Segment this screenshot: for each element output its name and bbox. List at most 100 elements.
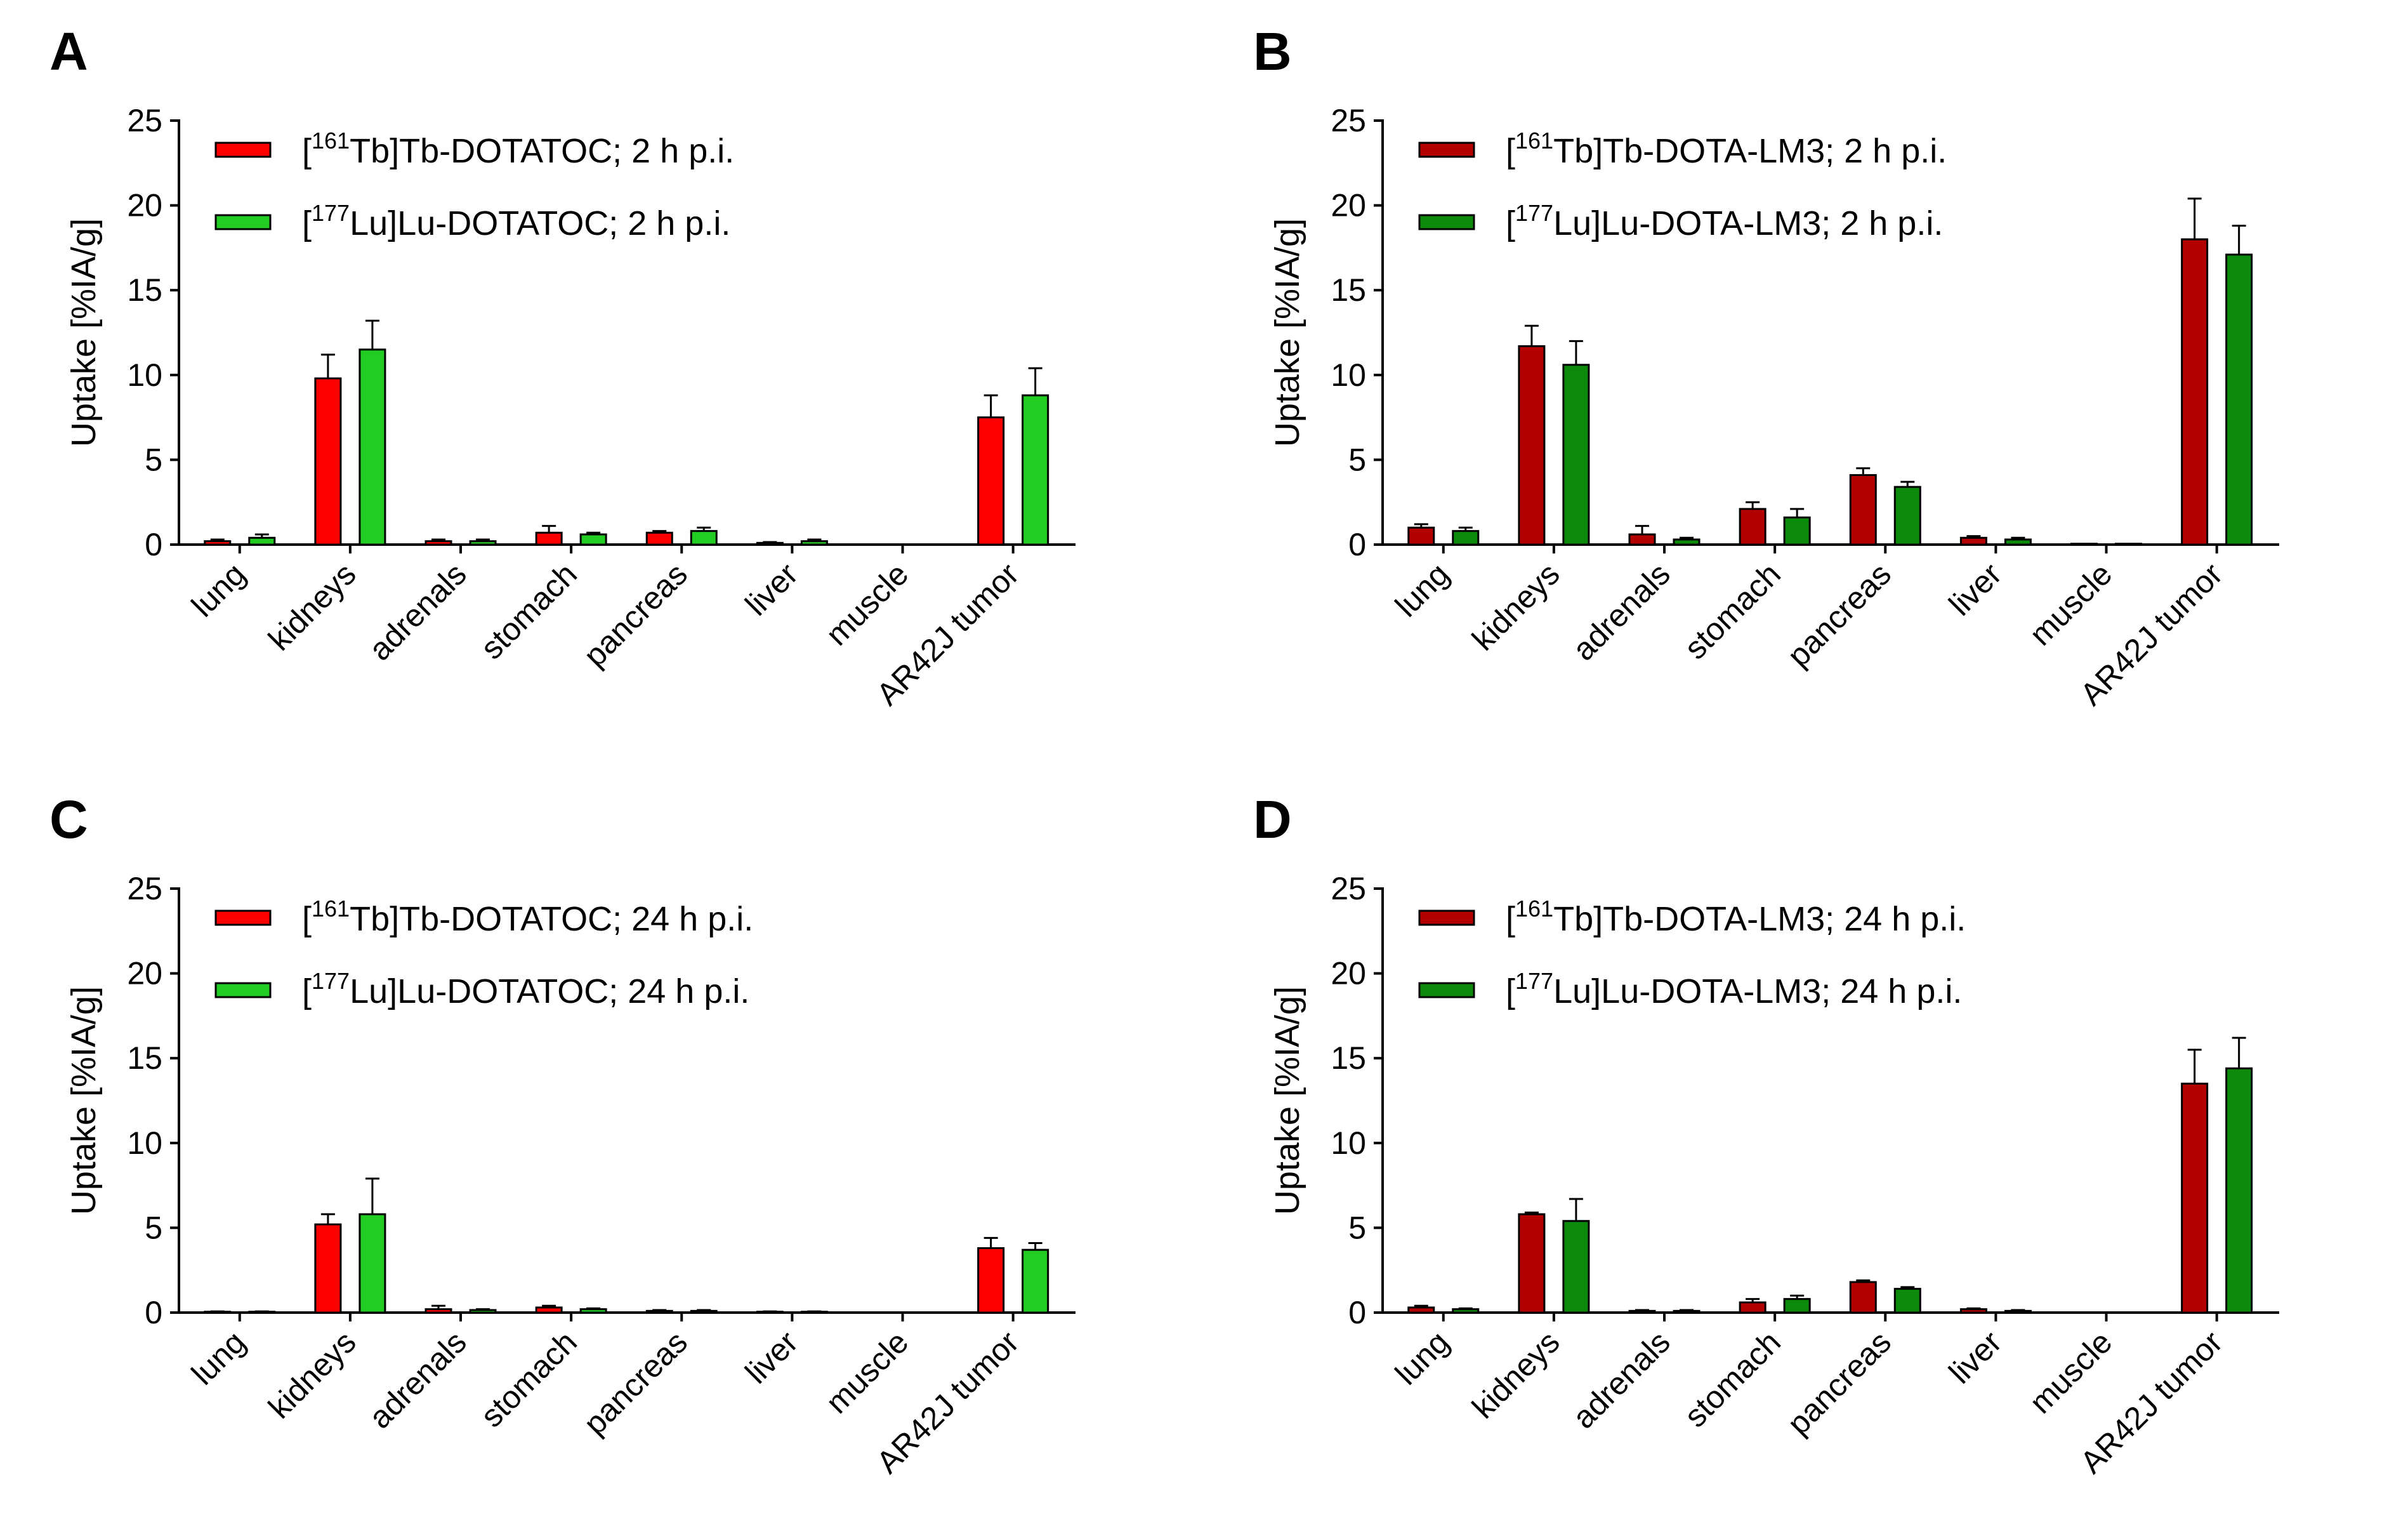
category-label: kidneys bbox=[261, 556, 362, 657]
bar bbox=[2004, 538, 2032, 546]
category-label: adrenals bbox=[362, 1324, 473, 1435]
bar bbox=[248, 536, 276, 546]
bar bbox=[1518, 1213, 1546, 1314]
y-tick-label: 20 bbox=[1331, 956, 1366, 991]
category-label: muscle bbox=[2023, 556, 2119, 652]
y-tick-label: 15 bbox=[1331, 1040, 1366, 1076]
bar bbox=[424, 1308, 452, 1314]
y-axis-title: Uptake [%IA/g] bbox=[1268, 986, 1306, 1215]
y-tick-label: 5 bbox=[1348, 442, 1366, 477]
bar bbox=[204, 540, 232, 546]
y-tick-label: 5 bbox=[145, 442, 162, 477]
bar bbox=[359, 348, 386, 546]
bar bbox=[756, 1311, 784, 1314]
category-label: liver bbox=[739, 1324, 805, 1390]
bar bbox=[469, 540, 497, 546]
bar bbox=[2225, 1067, 2253, 1314]
bar bbox=[1562, 1220, 1590, 1314]
category-label: stomach bbox=[474, 556, 584, 666]
legend-label: [177Lu]Lu-DOTATOC; 2 h p.i. bbox=[302, 200, 730, 242]
category-label: muscle bbox=[819, 1324, 916, 1420]
category-label: pancreas bbox=[1780, 556, 1898, 673]
bar bbox=[1893, 1288, 1921, 1314]
category-label: stomach bbox=[1678, 1324, 1787, 1434]
panel-letter: A bbox=[49, 22, 88, 81]
legend-label: [161Tb]Tb-DOTATOC; 2 h p.i. bbox=[302, 128, 734, 170]
legend-label: [177Lu]Lu-DOTA-LM3; 2 h p.i. bbox=[1506, 200, 1943, 242]
panel-letter: C bbox=[49, 790, 88, 849]
category-label: muscle bbox=[2023, 1324, 2119, 1420]
category-label: lung bbox=[1388, 556, 1456, 623]
y-tick-label: 10 bbox=[1331, 357, 1366, 393]
bar bbox=[1022, 1248, 1049, 1314]
bar bbox=[2181, 238, 2209, 546]
category-label: adrenals bbox=[1566, 1324, 1677, 1435]
bar bbox=[1849, 473, 1877, 546]
bar bbox=[2225, 253, 2253, 546]
bar bbox=[1893, 486, 1921, 546]
bar bbox=[248, 1311, 276, 1314]
y-tick-label: 15 bbox=[1331, 272, 1366, 308]
legend-swatch bbox=[214, 910, 272, 926]
category-label: lung bbox=[1388, 1324, 1456, 1391]
legend-label: [161Tb]Tb-DOTATOC; 24 h p.i. bbox=[302, 896, 753, 938]
bar bbox=[1959, 536, 1987, 546]
legend-swatch bbox=[214, 214, 272, 230]
bar bbox=[1673, 1309, 1701, 1314]
category-label: liver bbox=[1942, 1324, 2008, 1390]
legend-swatch bbox=[1418, 214, 1475, 230]
y-tick-label: 0 bbox=[145, 527, 162, 562]
bar bbox=[1673, 538, 1701, 546]
bar bbox=[1407, 1306, 1435, 1314]
panel-letter: B bbox=[1253, 22, 1292, 81]
legend-label: [177Lu]Lu-DOTA-LM3; 24 h p.i. bbox=[1506, 968, 1962, 1010]
bar bbox=[1022, 394, 1049, 546]
y-tick-label: 25 bbox=[1331, 103, 1366, 138]
chart-panel-b: B Uptake [%IA/g] 0 5 10 15 20 25 lung kidneysadre… bbox=[1253, 22, 2279, 712]
y-axis-title: Uptake [%IA/g] bbox=[65, 986, 103, 1215]
legend-label: [161Tb]Tb-DOTA-LM3; 2 h p.i. bbox=[1506, 128, 1947, 170]
legend-label: [161Tb]Tb-DOTA-LM3; 24 h p.i. bbox=[1506, 896, 1966, 938]
y-tick-label: 20 bbox=[127, 188, 162, 223]
y-tick-label: 20 bbox=[127, 956, 162, 991]
bar bbox=[469, 1309, 497, 1314]
y-tick-label: 0 bbox=[1348, 527, 1366, 562]
category-label: stomach bbox=[1678, 556, 1787, 666]
y-tick-label: 10 bbox=[1331, 1125, 1366, 1161]
bar bbox=[204, 1311, 232, 1314]
legend-label: [177Lu]Lu-DOTATOC; 24 h p.i. bbox=[302, 968, 749, 1010]
category-label: liver bbox=[739, 556, 805, 622]
panel-b: B Uptake [%IA/g] 0 5 10 15 20 25 lung kidneys adre… bbox=[1204, 0, 2407, 768]
y-tick-label: 25 bbox=[127, 871, 162, 906]
category-label: adrenals bbox=[362, 556, 473, 667]
y-tick-label: 15 bbox=[127, 272, 162, 308]
legend-swatch bbox=[1418, 982, 1475, 998]
panel-c: C Uptake [%IA/g] 0 5 10 15 20 25 lung kidneys adre… bbox=[0, 768, 1204, 1536]
bar bbox=[359, 1213, 386, 1314]
category-label: kidneys bbox=[1465, 1324, 1566, 1425]
bar bbox=[2070, 543, 2098, 546]
bar bbox=[1739, 508, 1767, 546]
bar bbox=[2115, 543, 2143, 546]
bar bbox=[645, 1309, 673, 1314]
y-tick-label: 20 bbox=[1331, 188, 1366, 223]
bar bbox=[800, 540, 828, 546]
category-label: pancreas bbox=[577, 1324, 694, 1441]
panel-a: A Uptake [%IA/g] 0 5 10 15 20 25 lung kidneys adre… bbox=[0, 0, 1204, 768]
bar bbox=[2004, 1309, 2032, 1314]
y-axis-title: Uptake [%IA/g] bbox=[1268, 218, 1306, 447]
y-axis-title: Uptake [%IA/g] bbox=[65, 218, 103, 447]
chart-panel-c: C Uptake [%IA/g] 0 5 10 15 20 25 lung kidneysadre… bbox=[49, 790, 1076, 1480]
bar bbox=[314, 377, 342, 546]
legend-swatch bbox=[1418, 910, 1475, 926]
bar bbox=[1452, 530, 1480, 546]
bar bbox=[800, 1311, 828, 1314]
bar bbox=[579, 1308, 607, 1314]
y-tick-label: 5 bbox=[1348, 1210, 1366, 1245]
category-label: pancreas bbox=[577, 556, 694, 673]
bar bbox=[645, 531, 673, 546]
bar bbox=[1739, 1301, 1767, 1314]
bar bbox=[1783, 516, 1811, 546]
category-label: stomach bbox=[474, 1324, 584, 1434]
category-label: liver bbox=[1942, 556, 2008, 622]
